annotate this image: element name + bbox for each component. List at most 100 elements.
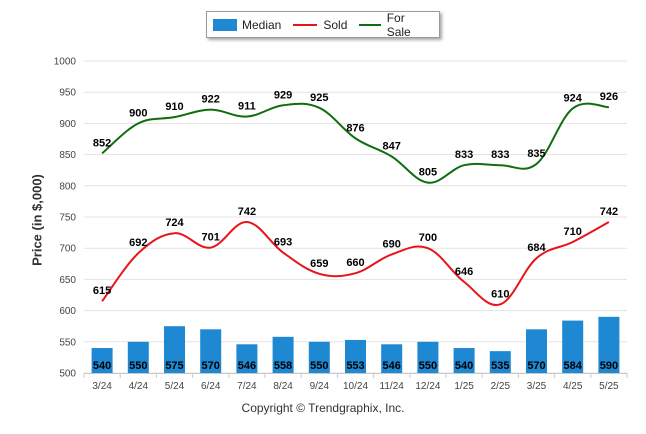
- data-label-sold: 615: [93, 285, 111, 297]
- data-label-sold: 692: [129, 237, 147, 249]
- bar-median: [417, 341, 439, 373]
- data-label-median: 550: [129, 360, 147, 372]
- data-label-sold: 659: [310, 258, 328, 270]
- x-tick-label: 2/25: [491, 381, 511, 392]
- data-label-median: 550: [419, 360, 437, 372]
- bar-median: [91, 348, 113, 373]
- data-label-sold: 610: [491, 288, 509, 300]
- bar-median: [381, 344, 403, 373]
- data-label-sold: 693: [274, 237, 292, 249]
- legend-label-for-sale: For Sale: [386, 10, 411, 39]
- legend: Median Sold For Sale: [206, 11, 440, 39]
- y-tick-label: 1000: [54, 57, 77, 68]
- data-label-sold: 660: [346, 257, 364, 269]
- x-tick-label: 11/24: [380, 381, 405, 392]
- x-tick-label: 10/24: [343, 381, 368, 392]
- x-tick-label: 4/24: [129, 381, 149, 392]
- line-for-sale: [101, 102, 609, 184]
- y-tick-label: 650: [59, 275, 76, 286]
- data-label-median: 540: [93, 360, 111, 372]
- data-label-median: 540: [455, 360, 473, 372]
- bar-median: [562, 320, 584, 373]
- data-label-for-sale: 833: [491, 149, 509, 161]
- x-tick-label: 4/25: [563, 381, 583, 392]
- data-label-for-sale: 900: [129, 107, 147, 119]
- data-label-for-sale: 835: [527, 148, 545, 160]
- y-tick-label: 950: [59, 88, 76, 99]
- bar-median: [272, 336, 294, 373]
- bar-median: [164, 326, 185, 373]
- data-label-sold: 646: [455, 266, 473, 278]
- bar-median: [345, 339, 366, 373]
- bar-median: [453, 348, 475, 373]
- legend-swatch-sold: [293, 23, 318, 26]
- data-label-sold: 684: [527, 242, 546, 254]
- x-tick-label: 6/24: [201, 381, 221, 392]
- data-label-sold: 701: [202, 232, 220, 244]
- data-label-median: 553: [346, 360, 364, 372]
- bar-median: [236, 344, 258, 373]
- data-label-for-sale: 924: [564, 92, 583, 104]
- x-tick-label: 3/25: [527, 381, 547, 392]
- bar-median: [308, 341, 330, 373]
- bar-median: [526, 329, 547, 373]
- legend-label-sold: Sold: [323, 17, 348, 32]
- x-tick-label: 12/24: [415, 381, 440, 392]
- data-label-for-sale: 805: [419, 167, 437, 179]
- x-tick-label: 1/25: [454, 381, 474, 392]
- data-label-median: 535: [491, 360, 509, 372]
- data-label-for-sale: 911: [238, 101, 256, 113]
- data-label-sold: 742: [238, 206, 256, 218]
- copyright-footer: Copyright © Trendgraphix, Inc.: [241, 401, 405, 415]
- data-label-for-sale: 926: [600, 91, 618, 103]
- legend-item-median[interactable]: Median: [213, 18, 281, 32]
- x-tick-label: 5/24: [165, 381, 185, 392]
- bar-median: [127, 341, 149, 373]
- legend-label-median: Median: [242, 17, 282, 32]
- data-label-for-sale: 925: [310, 92, 328, 104]
- bar-median: [598, 316, 620, 373]
- data-label-sold: 690: [383, 238, 401, 250]
- data-label-for-sale: 876: [346, 122, 364, 134]
- data-label-sold: 710: [564, 226, 582, 238]
- data-label-for-sale: 910: [165, 101, 183, 113]
- y-tick-label: 500: [59, 369, 76, 380]
- y-tick-label: 850: [59, 150, 76, 161]
- data-label-for-sale: 929: [274, 89, 292, 101]
- legend-swatch-for-sale: [359, 23, 381, 26]
- data-label-median: 558: [274, 360, 292, 372]
- data-label-median: 546: [383, 360, 401, 372]
- y-tick-label: 750: [59, 213, 76, 224]
- x-tick-label: 9/24: [310, 381, 330, 392]
- data-label-sold: 700: [419, 232, 437, 244]
- data-label-for-sale: 847: [383, 140, 401, 152]
- y-tick-label: 800: [59, 181, 76, 192]
- data-label-for-sale: 852: [93, 137, 111, 149]
- x-tick-label: 5/25: [599, 381, 619, 392]
- y-tick-label: 550: [59, 337, 76, 348]
- legend-item-sold[interactable]: Sold: [293, 18, 347, 32]
- data-label-median: 575: [165, 360, 183, 372]
- data-label-for-sale: 833: [455, 149, 473, 161]
- line-sold: [101, 220, 610, 307]
- legend-swatch-median: [213, 18, 237, 31]
- y-tick-label: 700: [59, 244, 76, 255]
- legend-item-for-sale[interactable]: For Sale: [359, 11, 427, 39]
- y-axis-title: Price (in $,000): [29, 174, 45, 266]
- data-label-for-sale: 922: [202, 94, 220, 106]
- data-label-median: 584: [564, 360, 583, 372]
- bar-median: [489, 351, 511, 373]
- data-label-sold: 742: [600, 206, 618, 218]
- x-tick-label: 8/24: [273, 381, 293, 392]
- data-label-sold: 724: [165, 217, 184, 229]
- bar-median: [200, 329, 222, 373]
- data-label-median: 546: [238, 360, 256, 372]
- y-tick-label: 600: [59, 306, 76, 317]
- y-tick-label: 900: [59, 119, 76, 130]
- data-label-median: 590: [600, 360, 618, 372]
- x-tick-label: 7/24: [237, 381, 257, 392]
- x-tick-label: 3/24: [92, 381, 112, 392]
- data-label-median: 570: [202, 360, 220, 372]
